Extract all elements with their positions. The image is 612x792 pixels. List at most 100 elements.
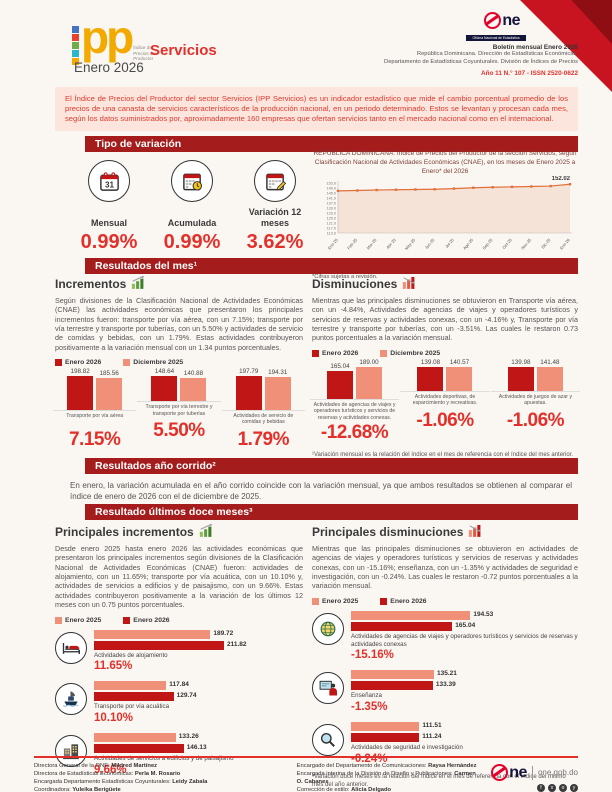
legend-item: Enero 2026 — [55, 359, 101, 367]
legend-swatch — [55, 616, 62, 624]
bar: 211.82 — [94, 640, 247, 650]
bar-category-label: Transporte por vía aérea — [66, 412, 124, 419]
hbar-bars: 117.84 129.74 Transporte por vía acuática 1… — [94, 681, 303, 724]
x-tick-label: Dic-25 — [540, 237, 552, 250]
bar-pair: 197.79 194.31 — [221, 368, 305, 411]
bar-category-label: Actividades de alojamiento — [94, 651, 168, 659]
main-decreases-bar-chart: 194.53 165.04 Actividades de agencias de v… — [312, 610, 578, 765]
main-increases-bar-chart: 189.72 211.82 Actividades de alojamiento 11… — [55, 629, 303, 776]
bar-value-label: 129.74 — [176, 692, 197, 700]
intro-paragraph: El Índice de Precios del Productor del s… — [55, 87, 578, 132]
legend-label: Diciembre 2025 — [390, 349, 441, 357]
bar: 139.08 — [417, 359, 444, 391]
bar-group: 139.08 140.57 Actividades deportivas, de e… — [400, 359, 490, 445]
bar-group: 165.04 189.00 Actividades de agencias de v… — [310, 359, 400, 445]
data-point — [336, 189, 340, 193]
bar-value-label: 198.82 — [70, 368, 90, 376]
main-increases-heading: Principales incrementos — [55, 523, 303, 540]
bar: 133.26 — [94, 733, 199, 743]
variation-type-value: 0.99% — [163, 231, 221, 253]
credit-role: Encargado del Departamento de Comunicaci… — [296, 763, 429, 769]
bar-value-label: 165.04 — [330, 362, 350, 370]
calendar-clock-icon — [171, 160, 213, 202]
main-increases-paragraph: Desde enero 2025 hasta enero 2026 las ac… — [55, 544, 303, 610]
bar-value-label: 133.26 — [178, 733, 199, 741]
calendar-pencil-icon — [254, 160, 296, 202]
building-icon — [55, 735, 87, 768]
bulletin-title: Boletín mensual Enero 2026 — [492, 44, 578, 51]
one-footer-logo: ne — [491, 764, 527, 781]
bar-category-label: Actividades de seguridad e investigación — [351, 744, 463, 752]
variation-type-item: Acumulada 0.99% — [155, 160, 229, 254]
bar-value-label: 185.56 — [99, 370, 119, 378]
bar: 148.64 — [151, 368, 178, 402]
ipp-logo-i-column — [72, 26, 79, 65]
x-tick-label: Ene-26 — [559, 237, 572, 251]
bar-percent-label: -1.06% — [506, 409, 565, 431]
x-tick-label: Mar-25 — [365, 237, 377, 251]
y-tick-label: 137.0 — [326, 202, 336, 206]
bar-pair: 139.08 140.57 — [400, 359, 490, 392]
one-logo-o-icon — [491, 764, 509, 781]
bar-percent-label: 11.65% — [94, 660, 133, 673]
bar-value-label: 197.79 — [239, 368, 259, 376]
bar-value-label: 148.64 — [154, 368, 175, 376]
bar-value-label: 189.00 — [359, 358, 379, 366]
decreases-paragraph: Mientras que las principales disminucion… — [312, 296, 578, 343]
bar-percent-label: -12.68% — [320, 422, 389, 444]
bar-category-label: Actividades de servicio de comidas y beb… — [233, 412, 294, 426]
chart-down-icon — [468, 524, 485, 540]
bar-percent-label: 5.50% — [153, 420, 205, 442]
twelve-month-decreases-column: Principales disminuciones Mientras que l… — [312, 524, 578, 789]
data-point — [433, 188, 436, 191]
credit-line: Directora de Estadísticas Económicas: Pe… — [34, 770, 287, 778]
data-point — [530, 185, 533, 188]
credit-line: Coordinadora: Yuleika Berigüete — [34, 786, 287, 792]
index-line-chart: REPÚBLICA DOMINICANA: Índice de Precios … — [312, 150, 578, 280]
bar-group: 197.79 194.31 Actividades de servicio de c… — [221, 368, 305, 451]
y-tick-label: 133.0 — [326, 207, 336, 211]
ship-icon — [55, 683, 87, 716]
bar-percent-label: -1.06% — [416, 409, 474, 431]
bar-percent-label: 9.66% — [94, 763, 127, 776]
bar-category-label: Actividades de agencias de viajes y oper… — [313, 401, 396, 421]
chart-footnote: *Cifras sujetas a revisión. — [312, 274, 378, 281]
bar-group: 198.82 185.56 Transporte por vía aérea 7.15… — [53, 368, 137, 451]
edition-date: Enero 2026 — [74, 60, 144, 75]
line-chart-svg: 153.0149.0145.0141.0137.0133.0129.0125.0… — [326, 177, 572, 251]
legend-swatch — [312, 349, 319, 357]
one-logo: ne — [484, 12, 520, 29]
bar: 194.31 — [264, 369, 291, 410]
bar-value-label: 165.04 — [455, 621, 476, 629]
credit-role: Coordinadora: — [34, 787, 73, 792]
y-tick-label: 113.0 — [327, 232, 336, 236]
credit-role: Directora General de la ONE: — [34, 763, 112, 769]
bar: 135.21 — [351, 670, 457, 680]
y-tick-label: 145.0 — [326, 192, 336, 196]
one-header-block: ne Oficina Nacional de Estadística Bolet… — [384, 12, 578, 77]
data-point — [472, 186, 475, 190]
chart-title: REPÚBLICA DOMINICANA: Índice de Precios … — [313, 150, 577, 175]
variation-type-value: 0.99% — [80, 231, 138, 253]
data-point — [375, 189, 378, 192]
x-tick-label: Nov-25 — [520, 237, 533, 251]
bar: 129.74 — [94, 692, 196, 702]
data-point — [452, 187, 456, 191]
legend-label: Enero 2026 — [133, 616, 170, 624]
hbar-row: 111.51 111.24 Actividades de seguridad e i… — [312, 722, 578, 765]
hbar-bars: 189.72 211.82 Actividades de alojamiento 11… — [94, 629, 303, 673]
y-tick-label: 125.0 — [326, 217, 336, 221]
decreases-legend: Enero 2026 Diciembre 2025 — [312, 349, 578, 357]
main-decreases-legend: Enero 2025 Enero 2026 — [312, 597, 578, 605]
bar: 165.04 — [327, 363, 354, 399]
y-tick-label: 117.0 — [327, 227, 336, 231]
one-logo-caption: Oficina Nacional de Estadística — [466, 35, 526, 41]
one-logo-o-icon — [484, 12, 502, 29]
section-label: Servicios — [150, 42, 217, 59]
legend-item: Enero 2026 — [123, 616, 170, 624]
credit-line: Encargada Departamento Estadísticas Coyu… — [34, 778, 287, 786]
bar-percent-label: 10.10% — [94, 712, 134, 725]
credit-line: Encargado del Departamento de Comunicaci… — [297, 762, 482, 770]
variation-type-label: Acumulada — [167, 217, 217, 228]
